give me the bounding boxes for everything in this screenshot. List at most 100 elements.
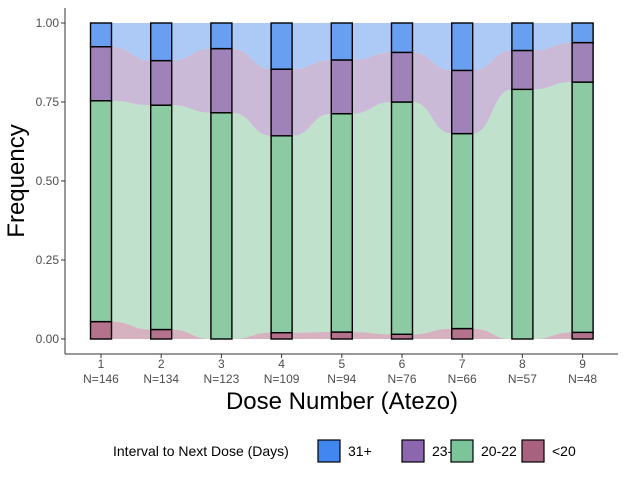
flow-2330-4 (292, 59, 332, 136)
flow-2022-3 (231, 112, 272, 339)
flow-2022-5 (352, 102, 392, 335)
flow-31-6 (412, 23, 452, 71)
legend-label-20: <20 (552, 443, 576, 459)
x-tick-count-label: N=134 (143, 372, 179, 386)
flow-31-7 (472, 23, 512, 71)
x-tick-count-label: N=123 (204, 372, 240, 386)
x-axis-title: Dose Number (Atezo) (226, 388, 458, 415)
bar-layer (89, 22, 594, 340)
x-tick-label: 3 (218, 357, 225, 371)
bar-segment-20-9 (571, 331, 594, 340)
bar-segment-31-2 (149, 22, 173, 62)
x-tick-label: 5 (338, 357, 345, 371)
x-tick-count-label: N=76 (387, 372, 416, 386)
x-tick-label: 9 (579, 357, 586, 371)
bar-segment-2330-4 (270, 68, 293, 137)
bar-segment-2330-9 (571, 41, 594, 83)
flow-31-5 (352, 23, 392, 60)
bar-segment-2022-1 (89, 100, 113, 323)
flow-2022-1 (111, 100, 151, 330)
flow-2330-5 (352, 52, 392, 114)
bar-segment-2022-9 (571, 81, 594, 334)
flow-31-8 (532, 23, 573, 51)
y-tick-label: 0.00 (36, 332, 60, 346)
x-tick-count-label: N=146 (83, 372, 119, 386)
flow-31-2 (171, 23, 211, 61)
bar-segment-31-5 (330, 22, 353, 61)
flow-2330-6 (412, 52, 452, 134)
x-tick-count-label: N=48 (568, 372, 597, 386)
bar-segment-2022-5 (330, 112, 353, 333)
axes-layer: 0.000.250.500.751.001N=1462N=1343N=1234N… (36, 8, 618, 386)
flow-20-5 (352, 332, 392, 339)
legend-label-2022: 20-22 (481, 443, 517, 459)
legend-label-31: 31+ (348, 443, 372, 459)
flow-20-4 (292, 332, 332, 339)
x-tick-label: 1 (98, 357, 105, 371)
flow-2022-7 (472, 89, 512, 339)
flow-31-1 (111, 23, 151, 61)
x-tick-count-label: N=66 (448, 372, 477, 386)
bar-segment-2330-6 (390, 51, 414, 103)
bar-segment-2022-7 (451, 132, 474, 330)
legend-swatch-2022 (450, 439, 474, 463)
flow-2330-1 (111, 46, 151, 106)
bar-segment-2022-8 (511, 88, 534, 340)
bar-segment-31-7 (451, 22, 474, 72)
bar-segment-31-6 (390, 22, 414, 54)
bar-segment-20-7 (451, 327, 474, 340)
x-tick-label: 6 (399, 357, 406, 371)
y-tick-label: 0.75 (36, 95, 60, 109)
x-tick-count-label: N=94 (327, 372, 356, 386)
bar-segment-2330-1 (89, 46, 113, 102)
flow-layer (111, 23, 573, 339)
flow-2022-2 (171, 105, 211, 339)
y-tick-label: 0.25 (36, 253, 60, 267)
bar-segment-2022-2 (149, 104, 173, 331)
x-tick-count-label: N=109 (264, 372, 300, 386)
flow-2330-3 (231, 48, 272, 136)
bar-segment-20-2 (149, 328, 173, 340)
flow-2330-8 (532, 42, 573, 90)
flow-2330-2 (171, 48, 211, 113)
bar-segment-31-3 (210, 22, 233, 50)
flow-31-4 (292, 23, 332, 70)
flow-2022-4 (292, 113, 332, 333)
bar-segment-2022-4 (270, 135, 293, 334)
legend-swatch-31 (317, 439, 341, 463)
y-axis-title: Frequency (3, 124, 30, 237)
bar-segment-20-1 (89, 320, 113, 340)
flow-2022-8 (532, 82, 573, 339)
flow-20-6 (412, 328, 452, 339)
legend-swatch-20 (521, 439, 545, 463)
bar-segment-31-9 (571, 22, 594, 44)
flow-2022-6 (412, 102, 452, 335)
x-tick-count-label: N=57 (508, 372, 537, 386)
bar-segment-20-5 (330, 331, 353, 340)
x-tick-label: 4 (278, 357, 285, 371)
x-tick-label: 8 (519, 357, 526, 371)
bar-segment-31-4 (270, 22, 293, 70)
flow-31-3 (231, 23, 272, 70)
y-tick-label: 1.00 (36, 16, 60, 30)
flow-20-1 (111, 321, 151, 339)
x-tick-label: 2 (158, 357, 165, 371)
bar-segment-2330-2 (149, 59, 173, 106)
bar-segment-2330-3 (210, 47, 233, 114)
y-tick-label: 0.50 (36, 174, 60, 188)
flow-2330-7 (472, 50, 512, 134)
bar-segment-2330-7 (451, 69, 474, 135)
legend-title: Interval to Next Dose (Days) (113, 443, 289, 459)
legend-swatch-2330 (401, 439, 425, 463)
bar-segment-2330-5 (330, 59, 353, 115)
bar-segment-20-6 (390, 333, 414, 340)
bar-segment-2022-3 (210, 112, 233, 340)
bar-segment-20-4 (270, 331, 293, 340)
x-tick-label: 7 (459, 357, 466, 371)
bar-segment-2022-6 (390, 101, 414, 335)
legend: Interval to Next Dose (Days) 31+ 23-30 20-… (113, 439, 576, 463)
bar-segment-2330-8 (511, 49, 534, 91)
bar-segment-31-1 (89, 22, 113, 48)
bar-segment-31-8 (511, 22, 534, 52)
